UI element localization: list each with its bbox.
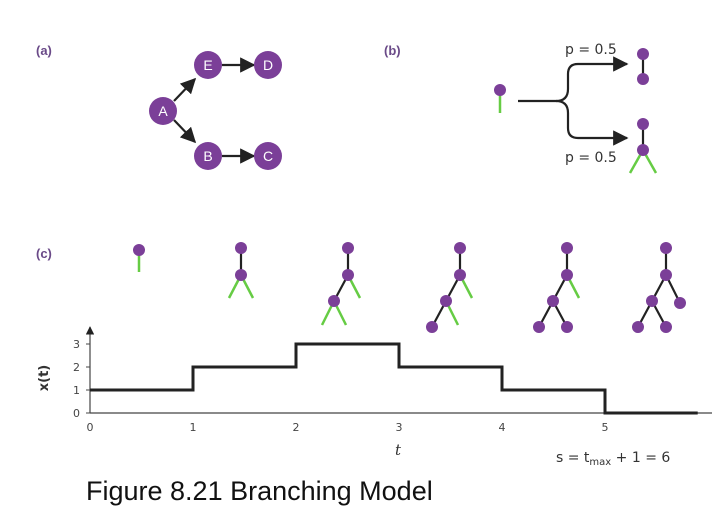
step-plot: x(t) 0 1 2 3 0 1 2 3 4 5 t s = tmax + 1 = 6 [37,326,712,468]
panel-a-label: (a) [36,43,52,58]
x-tick-label: 5 [602,421,609,434]
prob-top: p = 0.5 [565,42,617,58]
node-b: B [194,142,222,170]
tree-step-4 [533,242,581,333]
node-c-label: C [263,148,273,164]
node-e-label: E [203,57,212,73]
y-tick-label: 1 [73,384,80,397]
edge-a-e [173,77,197,102]
y-tick-label: 3 [73,338,80,351]
split-arrow-bottom [555,99,629,146]
node-b-label: B [203,148,212,164]
outcome-split-tree [628,118,658,174]
edge-a-b [173,119,197,144]
y-tick-label: 2 [73,361,80,374]
figure-caption: Figure 8.21 Branching Model [86,476,433,506]
tree-step-1 [227,242,255,299]
x-axis-label: t [395,441,402,459]
node-a: A [149,97,177,125]
tree-step-0 [133,244,145,272]
node-a-label: A [158,103,168,119]
tree-sequence [133,242,686,333]
tree-step-2 [320,242,362,326]
x-tick-label: 3 [396,421,403,434]
start-tree [494,84,506,113]
x-tick-label: 1 [190,421,197,434]
x-ticks: 0 1 2 3 4 5 [87,421,609,434]
x-tick-label: 2 [293,421,300,434]
node-d-label: D [263,57,273,73]
y-tick-label: 0 [73,407,80,420]
x-tick-label: 4 [499,421,506,434]
y-ticks: 0 1 2 3 [73,338,90,420]
step-line [90,342,698,415]
prob-bottom: p = 0.5 [565,150,617,166]
node-d: D [254,51,282,79]
node-c: C [254,142,282,170]
split-arrow-top [518,56,629,103]
graph-a: A E D B C [149,51,282,170]
tree-step-3 [426,242,474,333]
outcome-die-tree [637,48,649,85]
branching-b: p = 0.5 p = 0.5 [494,42,658,174]
panel-c-label: (c) [36,246,52,261]
x-tick-label: 0 [87,421,94,434]
tree-step-5 [632,242,686,333]
node-e: E [194,51,222,79]
size-formula: s = tmax + 1 = 6 [556,450,670,468]
y-axis-label: x(t) [37,365,52,391]
panel-b-label: (b) [384,43,401,58]
